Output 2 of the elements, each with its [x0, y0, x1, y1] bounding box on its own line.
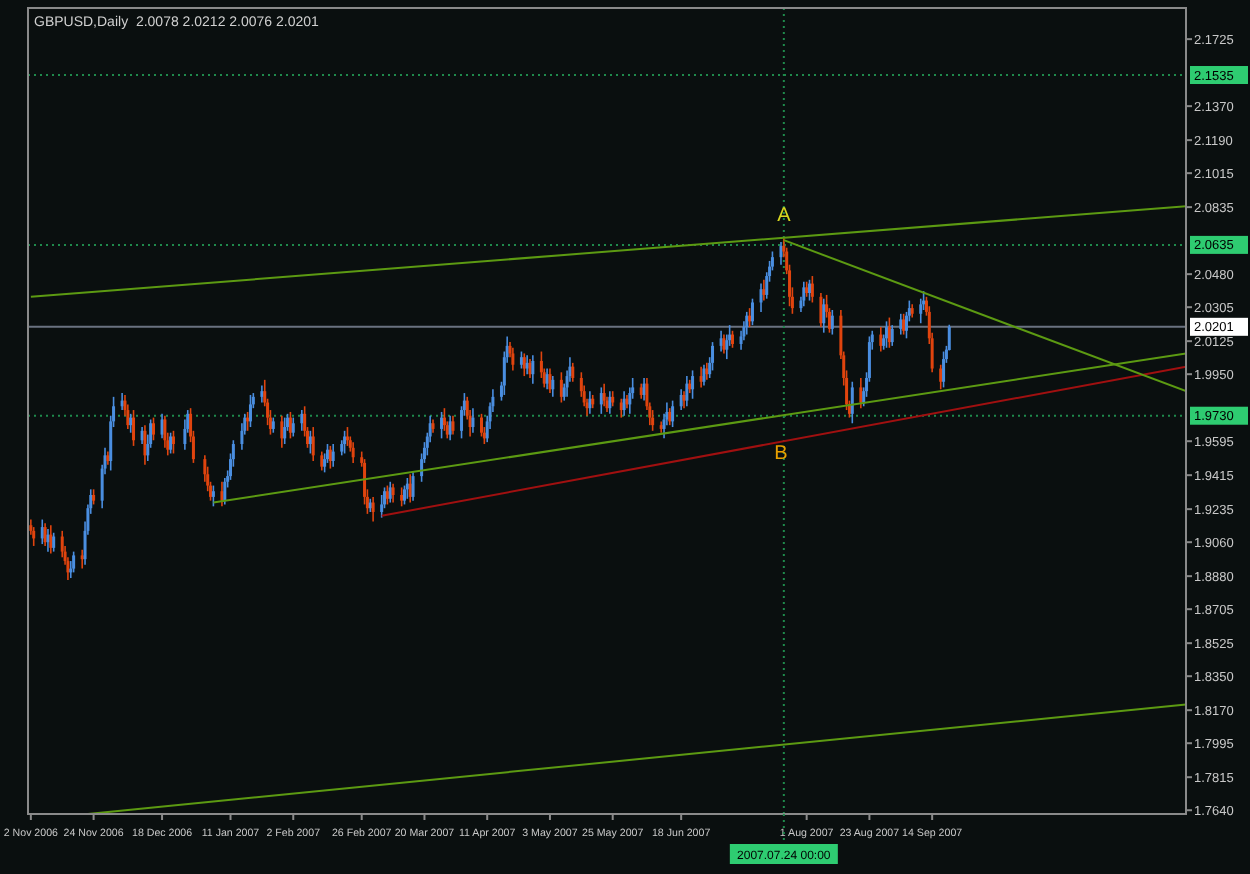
annotation: A — [777, 204, 792, 227]
annotation: B — [774, 442, 789, 465]
